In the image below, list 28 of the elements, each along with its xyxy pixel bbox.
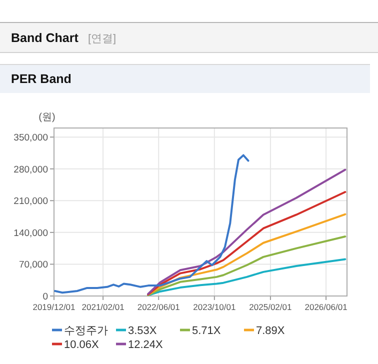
y-tick-label: 70,000 (18, 260, 48, 271)
line-series (147, 236, 346, 296)
y-tick-label: 0 (42, 292, 48, 302)
line-series (147, 213, 346, 296)
y-tick-label: 210,000 (14, 196, 48, 208)
legend-label: 12.24X (128, 339, 164, 351)
line-series (147, 191, 346, 296)
y-tick-label: 350,000 (14, 132, 48, 144)
line-series (147, 258, 346, 296)
x-tick-label: 2023/10/01 (193, 302, 236, 312)
x-tick-label: 2025/02/01 (249, 302, 292, 312)
x-tick-label: 2021/02/01 (82, 302, 125, 312)
legend-label: 5.71X (192, 325, 222, 337)
chart-title: Band Chart (11, 31, 80, 45)
legend-label: 10.06X (64, 339, 100, 351)
line-series (54, 154, 250, 294)
legend-label: 3.53X (128, 325, 158, 337)
y-tick-label: 280,000 (14, 164, 48, 176)
y-tick-label: 140,000 (14, 228, 48, 239)
y-axis-title: (원) (38, 112, 56, 123)
x-tick-label: 2019/12/01 (32, 302, 76, 312)
x-tick-label: 2026/06/01 (304, 302, 348, 312)
legend-label: 수정주가 (64, 325, 108, 337)
x-tick-label: 2022/06/01 (137, 302, 180, 312)
line-series (147, 168, 346, 295)
text: [연결] (88, 33, 116, 45)
legend-label: 7.89X (256, 325, 286, 337)
chart-subtitle: PER Band (11, 72, 72, 86)
